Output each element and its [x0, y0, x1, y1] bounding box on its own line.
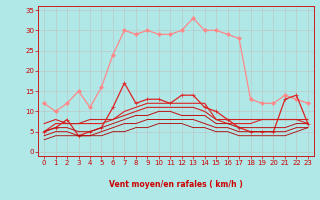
X-axis label: Vent moyen/en rafales ( km/h ): Vent moyen/en rafales ( km/h )	[109, 180, 243, 189]
